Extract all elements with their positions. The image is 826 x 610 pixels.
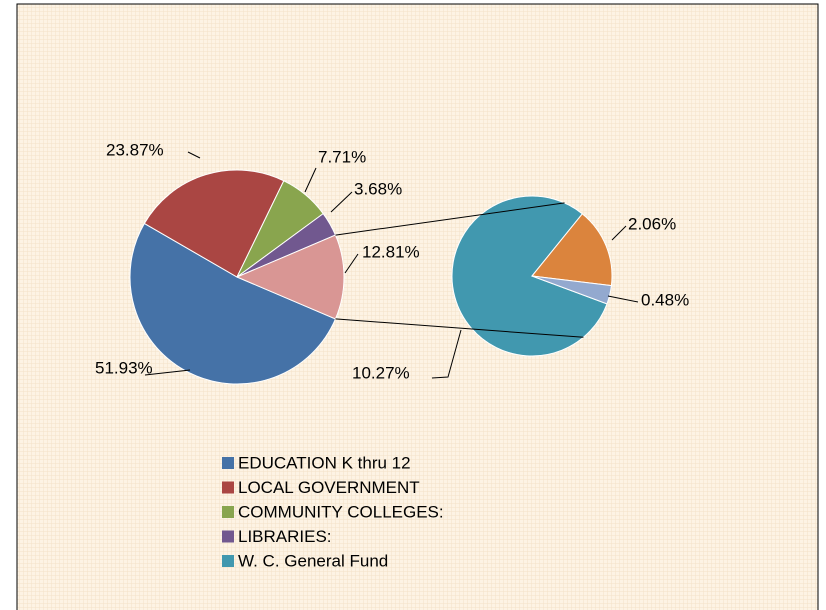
connector-line xyxy=(335,318,584,338)
legend-swatch xyxy=(222,481,234,494)
legend-label: EDUCATION K thru 12 xyxy=(238,453,411,472)
legend-label: LOCAL GOVERNMENT xyxy=(238,478,420,497)
legend-label: COMMUNITY COLLEGES: xyxy=(238,502,444,521)
legend-swatch xyxy=(222,530,234,543)
legend-swatch xyxy=(222,506,234,518)
leader-line xyxy=(144,369,191,376)
leader-line xyxy=(607,295,639,303)
leader-line xyxy=(304,167,317,193)
pie-slice xyxy=(235,234,345,320)
connector-line xyxy=(335,202,565,236)
pie-slice xyxy=(531,213,613,287)
pie-slice xyxy=(143,169,285,278)
data-label: 7.71% xyxy=(318,147,366,166)
data-label: 3.68% xyxy=(354,179,402,198)
legend-label: W. C. General Fund xyxy=(238,551,388,570)
data-label: 12.81% xyxy=(362,242,420,261)
legend-label: LIBRARIES: xyxy=(238,527,332,546)
data-label: 51.93% xyxy=(95,358,153,377)
leader-line xyxy=(431,329,462,379)
legend-swatch xyxy=(222,457,234,469)
leader-line xyxy=(187,151,201,159)
pie-slice xyxy=(129,222,337,385)
data-label: 0.48% xyxy=(641,290,689,309)
legend-swatch xyxy=(222,555,234,567)
data-label: 10.27% xyxy=(352,363,410,382)
leader-line xyxy=(330,191,353,213)
pie-slice xyxy=(451,195,608,357)
leader-line xyxy=(611,225,627,241)
data-label: 23.87% xyxy=(106,140,164,159)
leader-line xyxy=(344,253,359,274)
data-label: 2.06% xyxy=(628,214,676,233)
pie-slice xyxy=(531,275,612,305)
